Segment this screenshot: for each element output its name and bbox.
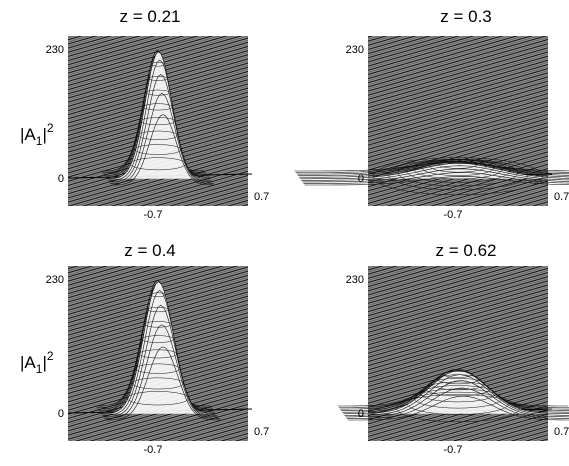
surface-ring — [429, 159, 487, 173]
surface-ring — [140, 117, 176, 126]
surface-ring — [387, 158, 529, 191]
surface-curve — [102, 290, 218, 416]
x-tick-label: -0.7 — [444, 444, 463, 456]
surface-curve — [100, 281, 217, 414]
surface-ring — [443, 371, 473, 378]
surface-ring — [145, 89, 171, 96]
x-tick-label: -0.7 — [144, 444, 163, 456]
surface-curve — [297, 160, 569, 176]
y-tick-label: 0 — [358, 173, 364, 185]
surface-curve — [346, 387, 569, 419]
surface-curve — [303, 172, 569, 184]
depth-tick-label: 0.7 — [554, 426, 569, 438]
surface-ring — [425, 381, 491, 397]
surface-ring — [147, 307, 169, 313]
surface-curve — [301, 165, 569, 181]
panel-title: z = 0.62 — [436, 241, 497, 260]
surface-curve — [342, 368, 569, 413]
surface-ring — [431, 378, 485, 391]
surface-ring — [132, 377, 184, 390]
surface-panel: z = 0.4 230 0 -0.7 0.7 |A1|2 — [20, 241, 269, 456]
surface-ring — [134, 144, 182, 155]
surface-ring — [143, 103, 173, 111]
surface-curve — [108, 74, 213, 183]
surface-curve — [294, 162, 569, 172]
surface-curve — [106, 51, 211, 179]
surface-curve — [105, 346, 221, 421]
surface-curve — [103, 304, 219, 418]
surface-ring — [144, 321, 172, 328]
y-tick-label: 230 — [346, 44, 364, 56]
surface-ring — [436, 374, 480, 385]
surface-ring — [396, 394, 520, 423]
surface-curve — [341, 369, 569, 411]
surface-curve — [110, 92, 214, 184]
surface-curve — [299, 161, 569, 178]
surface-curve — [302, 168, 569, 183]
surface-curve — [99, 279, 216, 413]
y-tick-label: 0 — [58, 408, 64, 420]
depth-tick-label: 0.7 — [254, 191, 269, 203]
surface-curve — [107, 59, 212, 181]
x-tick-label: -0.7 — [144, 209, 163, 221]
y-tick-label: 230 — [46, 274, 64, 286]
surface-ring — [373, 157, 543, 196]
surface-curve — [345, 380, 569, 418]
x-tick-label: -0.7 — [444, 209, 463, 221]
surface-ring — [438, 159, 478, 169]
surface-curve — [111, 114, 215, 186]
depth-tick-label: 0.7 — [254, 426, 269, 438]
surface-ring — [151, 61, 165, 67]
y-tick-label: 230 — [346, 274, 364, 286]
surface-ring — [414, 388, 502, 409]
surface-curve — [104, 324, 220, 419]
y-axis-label: |A1|2 — [20, 349, 54, 376]
surface-ring — [150, 292, 166, 298]
y-tick-label: 0 — [58, 173, 64, 185]
surface-ring — [420, 385, 496, 403]
surface-panel: z = 0.3 230 0 -0.7 0.7 — [294, 7, 569, 221]
surface-curve — [347, 395, 569, 421]
surface-ring — [130, 157, 186, 171]
y-tick-label: 0 — [358, 408, 364, 420]
surface-ring — [135, 363, 181, 374]
surface-panel: z = 0.62 230 0 -0.7 0.7 — [337, 241, 569, 456]
panel-title: z = 0.21 — [120, 7, 181, 26]
panel-title: z = 0.3 — [440, 7, 492, 26]
y-tick-label: 230 — [46, 44, 64, 56]
surface-panel: z = 0.21 230 0 -0.7 0.7 |A1|2 — [20, 7, 269, 221]
y-axis-label: |A1|2 — [20, 121, 54, 148]
surface-ring — [148, 76, 168, 81]
surface-ring — [141, 335, 175, 343]
surface-ring — [139, 349, 177, 359]
depth-tick-label: 0.7 — [554, 191, 569, 203]
panel-title: z = 0.4 — [124, 241, 176, 260]
surface-ring — [138, 130, 178, 140]
surface-ring — [126, 391, 190, 406]
surface-ring — [406, 391, 510, 415]
